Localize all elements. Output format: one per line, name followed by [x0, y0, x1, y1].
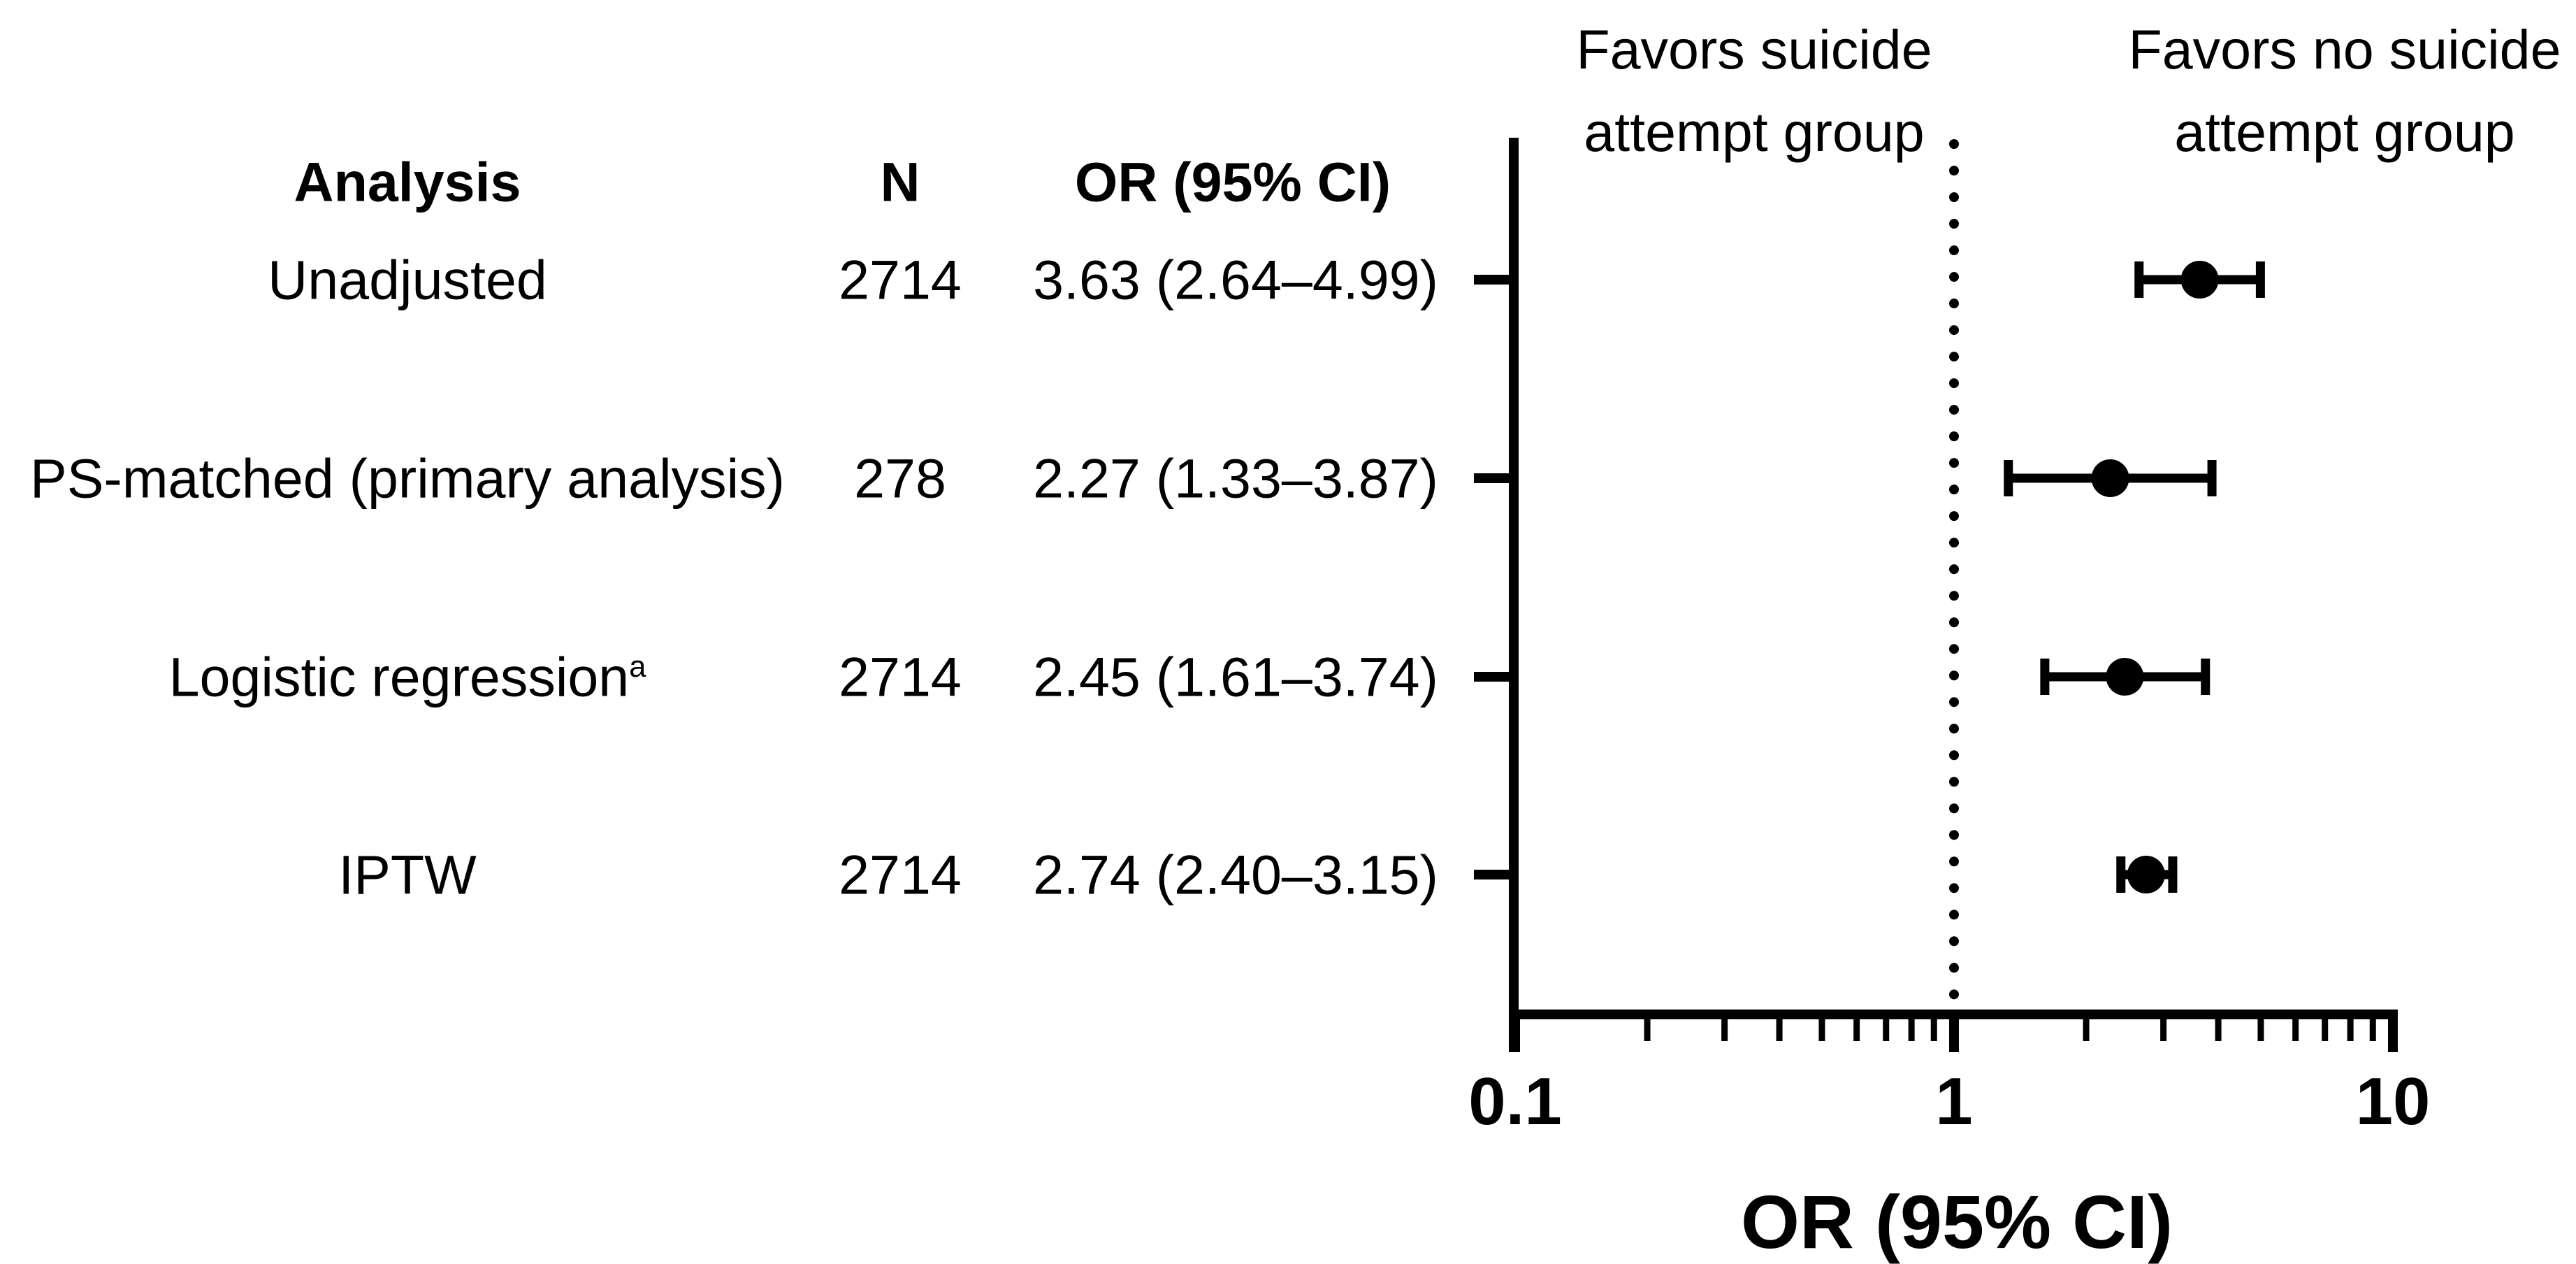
favors-left-line1: Favors suicide — [1576, 18, 1932, 80]
row-or-ci: 2.45 (1.61–3.74) — [1033, 645, 1438, 708]
or-point-marker — [2106, 658, 2144, 696]
or-point-marker — [2127, 856, 2165, 893]
row-label-text: Logistic regression — [168, 645, 630, 708]
favors-left-line2: attempt group — [1584, 101, 1925, 163]
favors-left-label: Favors suicide attempt group — [1576, 8, 1932, 173]
x-tick-label-1: 1 — [1935, 1064, 1973, 1139]
row-label-text: IPTW — [338, 843, 477, 906]
or-point-marker — [2091, 459, 2129, 497]
row-label: IPTW — [338, 847, 476, 903]
favors-right-line2: attempt group — [2174, 101, 2515, 163]
x-axis-title: OR (95% CI) — [1740, 1179, 2173, 1264]
x-tick-label-0.1: 0.1 — [1468, 1064, 1562, 1139]
row-n: 278 — [854, 447, 946, 510]
row-label: Logistic regressiona — [169, 649, 646, 705]
row-or-ci: 2.27 (1.33–3.87) — [1033, 447, 1438, 510]
row-n: 2714 — [839, 645, 962, 708]
row-or-ci: 3.63 (2.64–4.99) — [1033, 248, 1438, 311]
column-header-n: N — [880, 150, 920, 213]
row-label-footnote-marker: a — [629, 650, 646, 684]
row-label-text: Unadjusted — [268, 248, 547, 311]
row-n: 2714 — [839, 248, 962, 311]
row-label: Unadjusted — [268, 252, 547, 308]
x-tick-label-10: 10 — [2355, 1064, 2431, 1139]
favors-right-line1: Favors no suicide — [2128, 18, 2561, 80]
row-label: PS-matched (primary analysis) — [30, 451, 785, 506]
row-n: 2714 — [839, 843, 962, 906]
favors-right-label: Favors no suicide attempt group — [2128, 8, 2561, 173]
or-point-marker — [2180, 261, 2219, 299]
column-header-or-ci: OR (95% CI) — [1074, 150, 1391, 213]
row-or-ci: 2.74 (2.40–3.15) — [1033, 843, 1438, 906]
column-header-analysis: Analysis — [294, 150, 521, 213]
row-label-text: PS-matched (primary analysis) — [30, 447, 785, 510]
